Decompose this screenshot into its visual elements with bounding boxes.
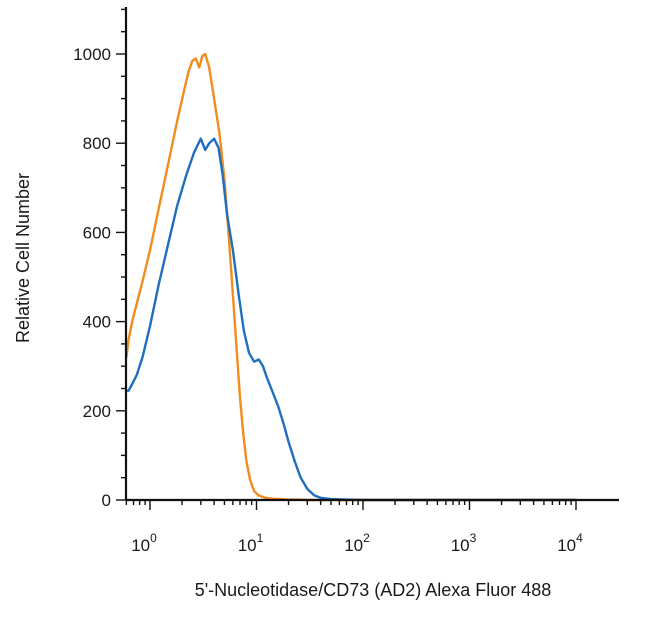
axes: 0 200 400 600 800 1000 100 101 102 103 104 (73, 7, 619, 555)
series-line-2 (125, 137, 578, 502)
y-tick-label: 200 (83, 402, 111, 421)
y-tick-label: 400 (83, 313, 111, 332)
x-tick-label: 101 (238, 531, 264, 555)
y-tick-label: 800 (83, 134, 111, 153)
x-tick-label: 103 (451, 531, 477, 555)
x-tick-label: 102 (344, 531, 370, 555)
y-tick-label: 1000 (73, 45, 111, 64)
x-tick-label: 100 (131, 531, 157, 555)
x-axis-title: 5'-Nucleotidase/CD73 (AD2) Alexa Fluor 4… (195, 580, 552, 600)
y-tick-label: 600 (83, 223, 111, 242)
series-layer (125, 52, 578, 502)
x-tick-label: 104 (557, 531, 583, 555)
series-line-1 (125, 52, 578, 502)
y-axis-title: Relative Cell Number (13, 173, 33, 343)
y-tick-label: 0 (102, 491, 111, 510)
